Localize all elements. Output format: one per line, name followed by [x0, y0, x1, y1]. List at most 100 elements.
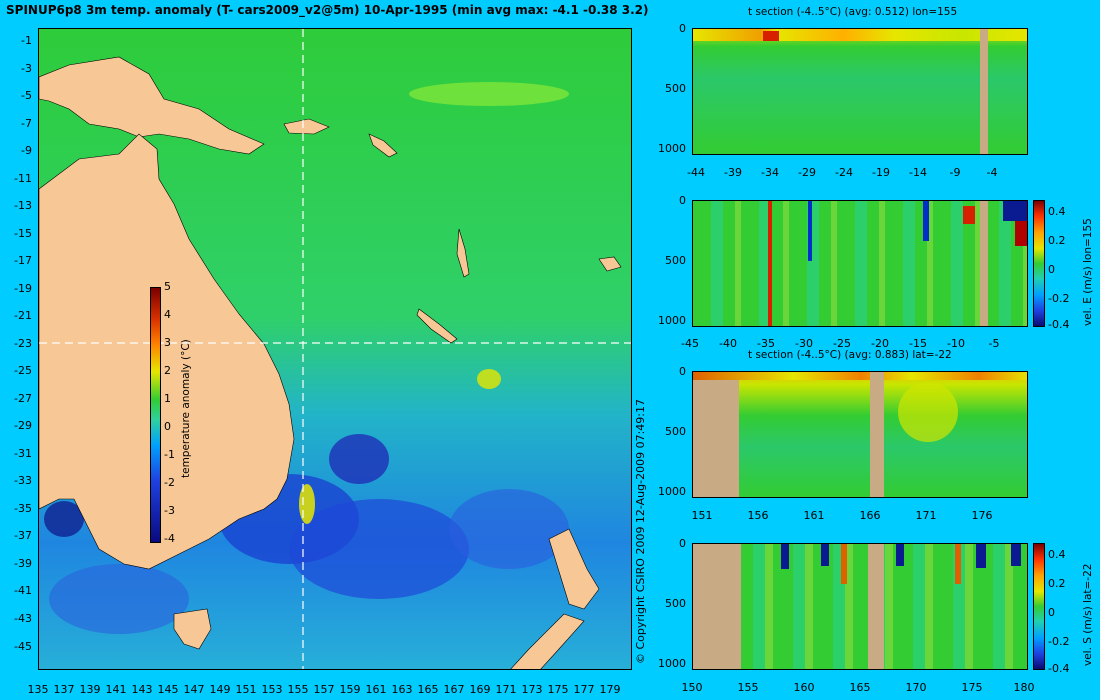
lon-tick: 179: [597, 683, 623, 696]
lat-tick: -31: [2, 447, 32, 460]
main-title: SPINUP6p8 3m temp. anomaly (T- cars2009_…: [6, 3, 649, 17]
lon-tick: 149: [207, 683, 233, 696]
map-svg: [39, 29, 632, 670]
lat-tick: -7: [2, 117, 32, 130]
warm-streak: [299, 484, 315, 524]
section-land: [980, 29, 988, 155]
y-tick: 0: [656, 22, 686, 35]
x-tick: -39: [721, 166, 745, 179]
colorbar-tick: 0.4: [1048, 548, 1066, 561]
panel4-plot: [692, 543, 1028, 670]
lat-tick: -33: [2, 474, 32, 487]
colorbar-label: temperature anomaly (°C): [180, 339, 192, 478]
x-tick: 151: [690, 509, 714, 522]
colorbar-tick: 5: [164, 280, 171, 293]
colorbar-tick: 0.2: [1048, 577, 1066, 590]
colorbar-tick: 1: [164, 392, 171, 405]
lon-tick: 147: [181, 683, 207, 696]
lon-tick: 173: [519, 683, 545, 696]
y-tick: 1000: [656, 485, 686, 498]
colorbar-tick: 3: [164, 336, 171, 349]
eastward-jet: [963, 206, 975, 224]
lat-tick: -21: [2, 309, 32, 322]
colorbar-tick: 0: [164, 420, 171, 433]
southward-flow: [896, 544, 904, 566]
lat-tick: -43: [2, 612, 32, 625]
section-land: [870, 372, 884, 498]
cold-eddy: [329, 434, 389, 484]
colorbar-tick: -0.4: [1048, 318, 1069, 331]
section-land: [980, 201, 988, 327]
lon-tick: 151: [233, 683, 259, 696]
lon-tick: 159: [337, 683, 363, 696]
southward-flow: [781, 544, 789, 569]
lat-tick: -15: [2, 227, 32, 240]
lon-tick: 145: [155, 683, 181, 696]
colorbar-tick: 4: [164, 308, 171, 321]
colorbar-tick: 0: [1048, 606, 1055, 619]
lon-tick: 161: [363, 683, 389, 696]
map-colorbar: [150, 287, 161, 543]
colorbar-tick: 0.2: [1048, 234, 1066, 247]
x-tick: 165: [848, 681, 872, 694]
y-tick: 500: [656, 425, 686, 438]
panel4-colorbar-label: vel. S (m/s) lat=-22: [1082, 564, 1094, 666]
lon-tick: 155: [285, 683, 311, 696]
y-tick: 500: [656, 82, 686, 95]
section-land: [868, 544, 884, 670]
lat-tick: -25: [2, 364, 32, 377]
lat-tick: -23: [2, 337, 32, 350]
map-frame: [38, 28, 632, 670]
x-tick: 156: [746, 509, 770, 522]
colorbar-tick: -1: [164, 448, 175, 461]
panel3-plot: [692, 371, 1028, 498]
panel3-title: t section (-4..5°C) (avg: 0.883) lat=-22: [748, 349, 952, 361]
x-tick: -19: [869, 166, 893, 179]
x-tick: -9: [943, 166, 967, 179]
y-tick: 1000: [656, 657, 686, 670]
lon-tick: 167: [441, 683, 467, 696]
x-tick: -29: [795, 166, 819, 179]
lat-tick: -37: [2, 529, 32, 542]
x-tick: -14: [906, 166, 930, 179]
warm-surface-layer: [693, 29, 1028, 41]
eastward-jet: [1015, 221, 1028, 246]
southward-flow: [821, 544, 829, 566]
northward-flow: [955, 544, 961, 584]
x-tick: -34: [758, 166, 782, 179]
x-tick: 166: [858, 509, 882, 522]
copyright-text: © Copyright CSIRO 2009 12-Aug-2009 07:49…: [634, 399, 647, 664]
section-land: [693, 372, 739, 498]
lon-tick: 141: [103, 683, 129, 696]
lat-tick: -5: [2, 89, 32, 102]
colorbar-tick: 0.4: [1048, 205, 1066, 218]
lon-tick: 135: [25, 683, 51, 696]
cold-eddy: [289, 499, 469, 599]
lat-tick: -27: [2, 392, 32, 405]
lon-tick: 139: [77, 683, 103, 696]
cold-eddy: [49, 564, 189, 634]
y-tick: 0: [656, 194, 686, 207]
x-tick: 180: [1012, 681, 1036, 694]
y-tick: 500: [656, 597, 686, 610]
eastward-jet: [768, 201, 772, 327]
lon-tick: 137: [51, 683, 77, 696]
x-tick: -24: [832, 166, 856, 179]
y-tick: 0: [656, 537, 686, 550]
panel1-plot: [692, 28, 1028, 155]
lat-tick: -41: [2, 584, 32, 597]
lat-tick: -9: [2, 144, 32, 157]
x-tick: -44: [684, 166, 708, 179]
northward-flow: [841, 544, 847, 584]
panel2-colorbar: [1033, 200, 1045, 327]
lon-tick: 163: [389, 683, 415, 696]
x-tick: -40: [716, 337, 740, 350]
x-tick: -5: [982, 337, 1006, 350]
lon-tick: 177: [571, 683, 597, 696]
southward-flow: [1011, 544, 1021, 566]
southward-flow: [976, 544, 986, 568]
westward-jet: [808, 201, 812, 261]
westward-jet: [1003, 201, 1028, 221]
x-tick: 176: [970, 509, 994, 522]
x-tick: 160: [792, 681, 816, 694]
